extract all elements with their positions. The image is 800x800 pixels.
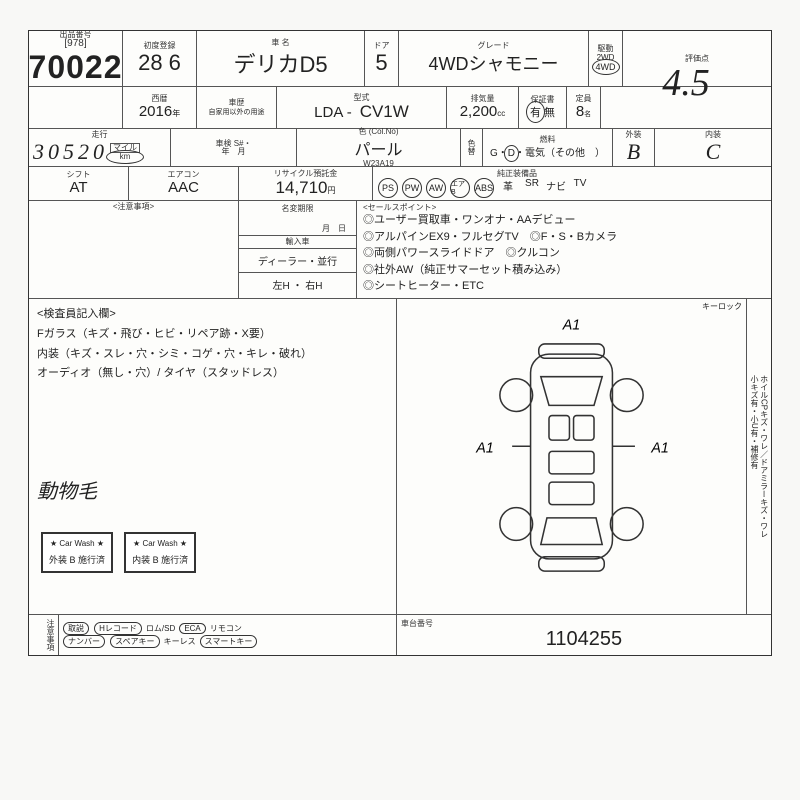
lot-number: 70022 [29,49,123,86]
ac-label: エアコン [133,171,234,179]
pill-row-2: ナンバー スペアキー キーレス スマートキー [62,635,258,648]
seats-label: 定員 [571,95,596,103]
shift: AT [33,179,124,196]
caution-label: <注意事項> [33,203,234,211]
pill-row-1: 取説 Hレコード ロム/SD ECA リモコン [62,622,242,635]
type-prefix: LDA - [314,104,352,121]
ac: AAC [133,179,234,196]
year-label: 西暦 [127,95,192,103]
chassis-label: 車台番号 [401,620,767,628]
inspect-title: <検査員記入欄> [37,305,116,325]
inspect-handnote: 動物毛 [37,474,97,510]
recycle: 14,710 [276,178,328,197]
int-grade: C [706,139,721,165]
score: 4.5 [662,61,710,105]
hist-label: 車歴 [201,99,272,107]
lot-sub: [978] [33,39,118,49]
seats: 8 [576,103,584,120]
sales-points: ◎ユーザー買取車・ワンオナ・AAデビュー ◎アルパインEX9・フルセグTV ◎F… [363,212,617,295]
color: パール [301,136,456,160]
car-diagram: A1 A1 A1 [401,303,742,610]
hist-sub: 自家用以外の用途 [209,107,265,117]
fuel-label: 燃料 [487,136,608,144]
firstreg-month: 6 [169,50,181,76]
carwash-int: ★ Car Wash ★ 内装 B 施行済 [124,532,196,573]
mileage-label: 走行 [33,131,166,139]
equip-label: 純正装備品 [377,170,767,178]
grade: 4WDシャモニー [429,50,559,76]
type-code: CV1W [360,102,409,122]
grade-label: グレード [403,42,584,50]
dmg-right: A1 [650,440,669,456]
color-label: 色 (Col.No) [301,128,456,136]
warranty-yes: 有 [530,104,541,120]
mileage: 30520 [33,139,108,165]
inspect-line2: 内装（キズ・スレ・穴・シミ・コゲ・穴・キレ・破れ） [37,345,312,365]
recycle-label: リサイクル預託金 [243,170,368,178]
inspect-line3: オーディオ（無し・穴）/ タイヤ（スタッドレス） [37,364,284,384]
inspect-line1: Fガラス（キズ・飛び・ヒビ・リペア跡・X要） [37,325,271,345]
displacement: 2,200 [460,103,498,120]
drive-label: 駆動 [593,45,618,53]
carname-label: 車 名 [201,39,360,47]
chassis-no: 1104255 [546,628,622,651]
firstreg-label: 初度登録 [127,42,192,50]
ext-label: 外装 [617,131,650,139]
int-label: 内装 [659,131,767,139]
dmg-top: A1 [562,318,581,334]
warranty-no: 無 [544,104,555,120]
shift-label: シフト [33,171,124,179]
drive-4wd: 4WD [596,62,616,72]
year: 2016 [139,103,172,120]
car-name: デリカD5 [233,47,327,79]
auction-sheet: 出品番号 [978] 70022 初度登録 28 6 車 名 デリカD5 ドア … [28,30,772,656]
doors: 5 [375,50,387,76]
side-notes: ホイルCPキズ・ワレ／ドアミラーキズ・ワレ 小キズ有・小U有・補修有 [748,372,769,541]
firstreg-year: 28 [138,50,162,76]
type-label: 型式 [281,94,442,102]
ext-grade: B [627,139,640,165]
sales-label: <セールスポイント> [363,204,765,212]
door-label: ドア [369,42,394,50]
dmg-left: A1 [475,440,494,456]
carwash-ext: ★ Car Wash ★ 外装 B 施行済 [41,532,113,573]
disp-label: 排気量 [451,95,514,103]
equip-badges: PS PW AW エアB ABS 革 SR ナビ TV [377,178,591,198]
